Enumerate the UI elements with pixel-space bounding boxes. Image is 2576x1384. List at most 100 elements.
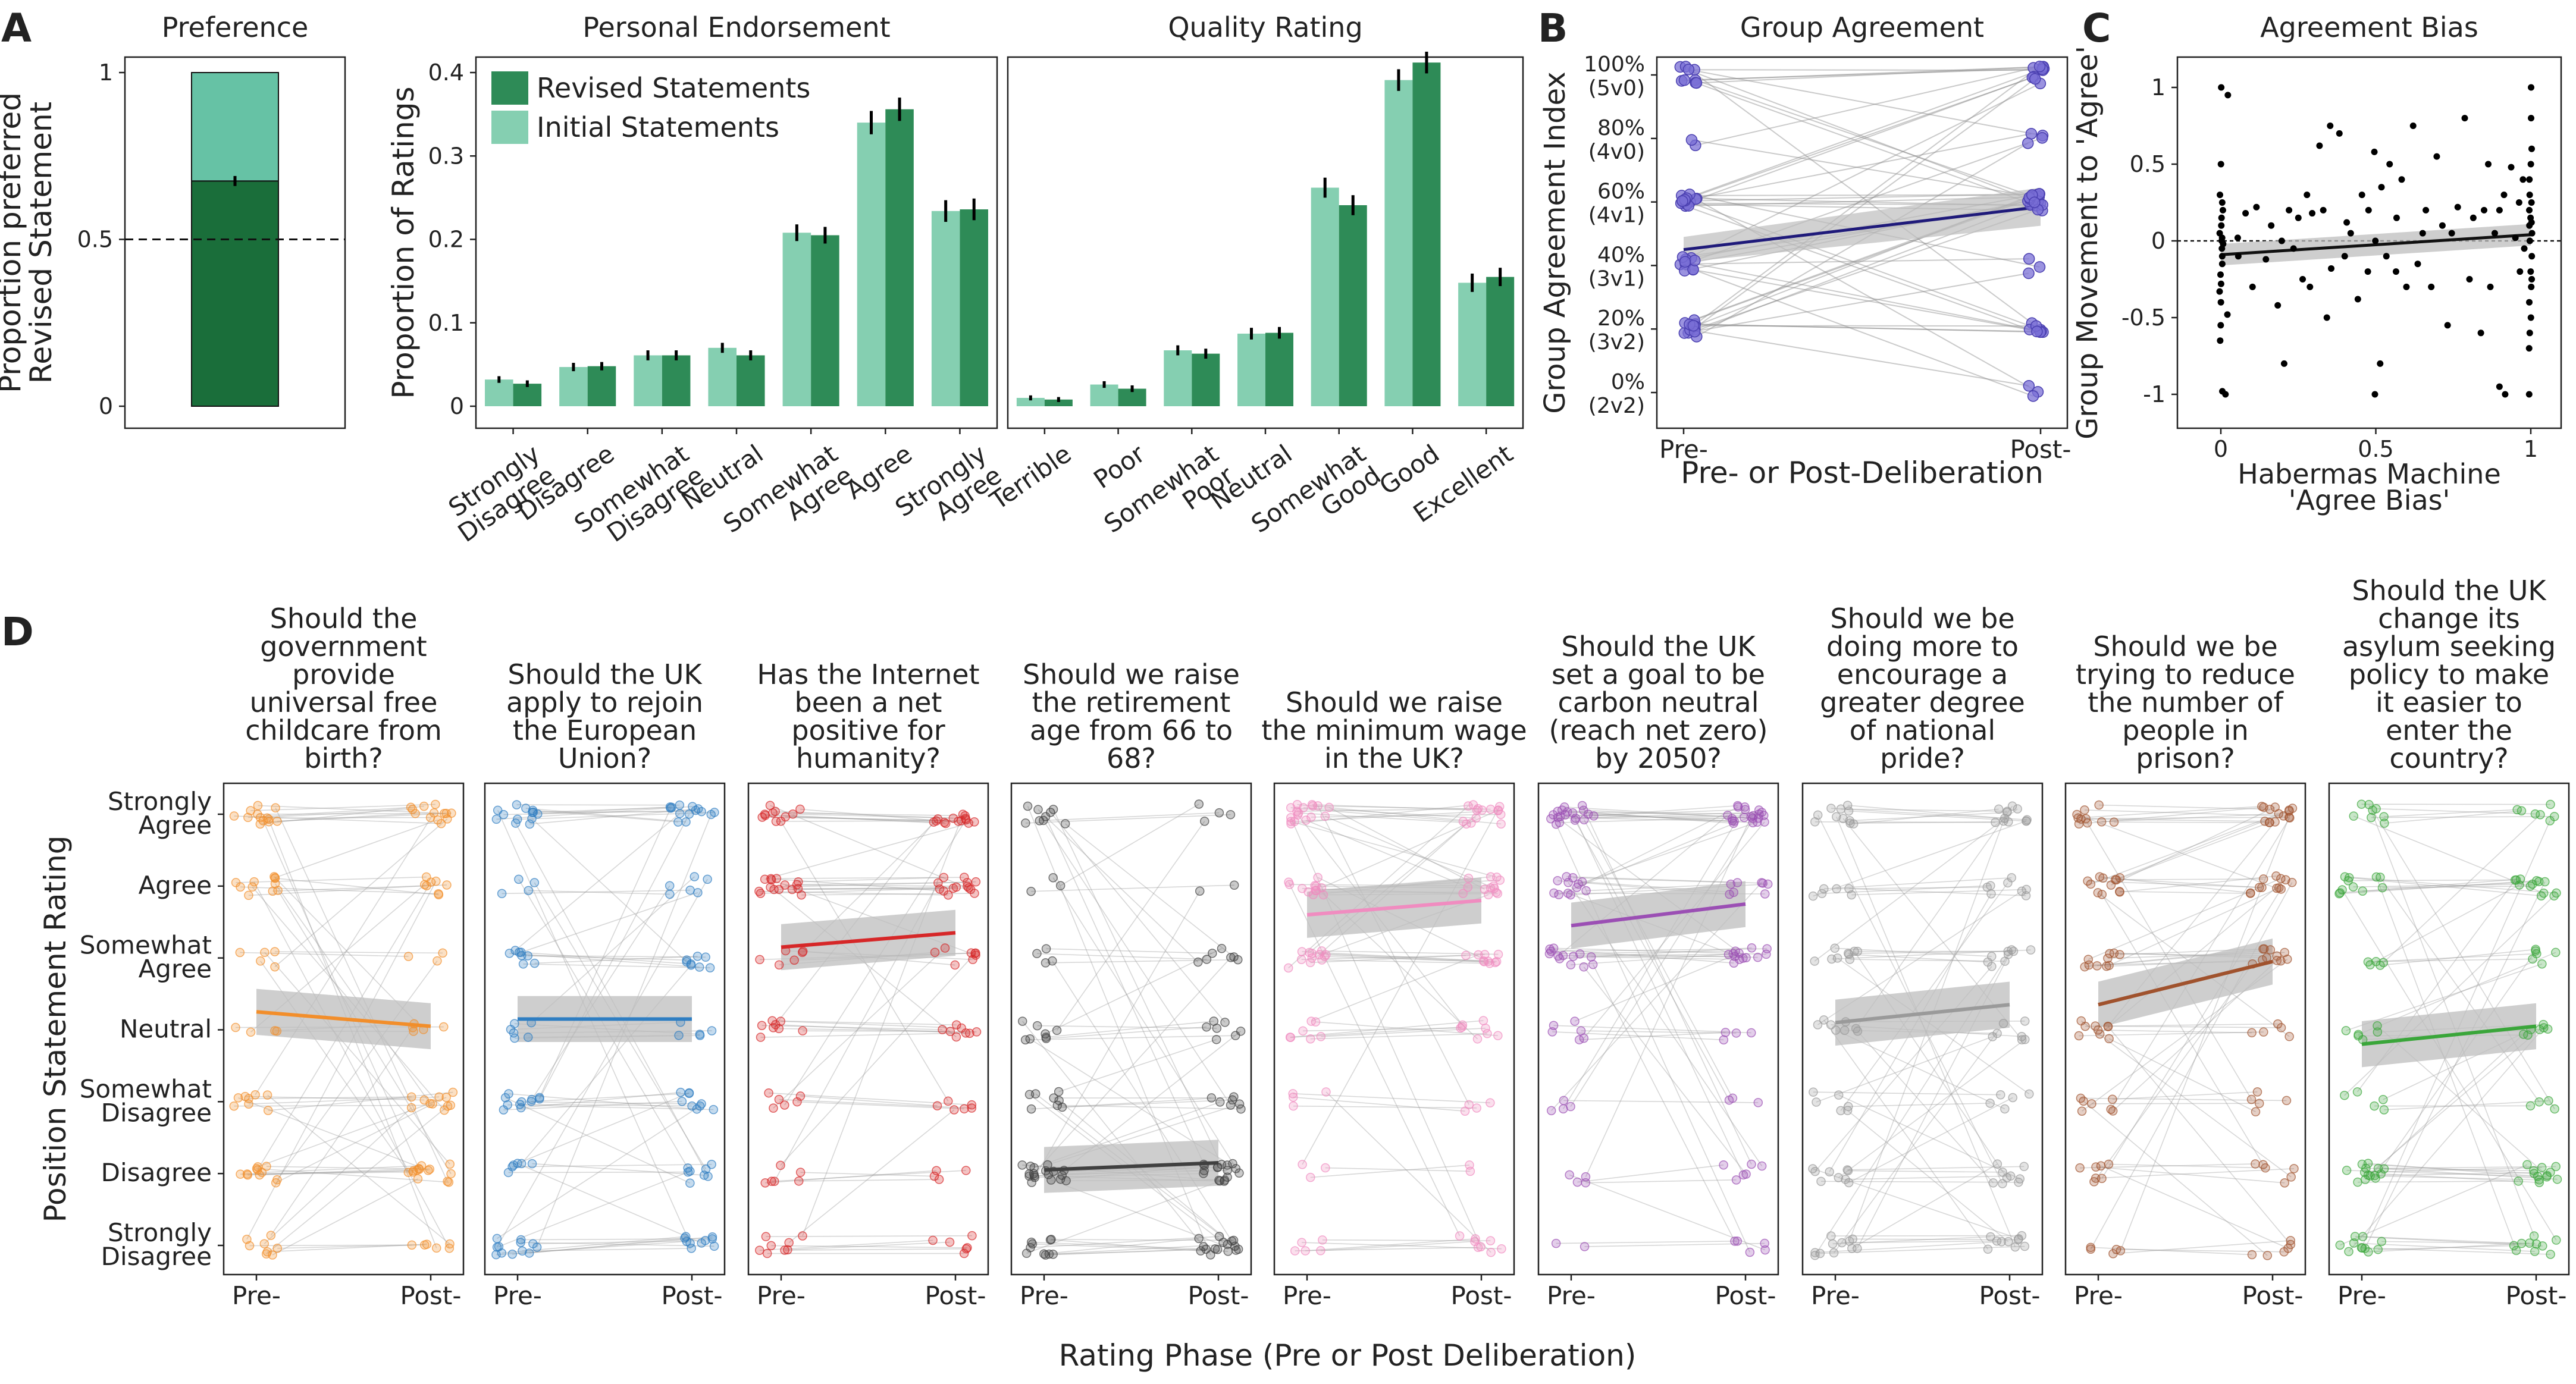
position-connector: [1316, 877, 1469, 892]
position-point-post: [1464, 801, 1473, 811]
agreement-bias-point: [2527, 161, 2534, 168]
position-point-pre: [492, 1234, 502, 1244]
position-point-pre: [2083, 955, 2094, 964]
position-connector: [1310, 954, 1485, 964]
position-connector: [1058, 1039, 1217, 1093]
position-connector: [2365, 1034, 2524, 1180]
position-point-pre: [533, 809, 543, 819]
group-agreement-x-axis-label: Pre- or Post-Deliberation: [1681, 456, 2044, 490]
position-point-pre: [260, 947, 269, 958]
position-point-pre: [1318, 890, 1328, 900]
position-point-post: [1753, 1098, 1763, 1107]
position-point-pre: [1321, 1087, 1331, 1097]
position-point-pre: [527, 1097, 536, 1106]
position-point-pre: [529, 878, 540, 887]
position-connector: [1062, 1099, 1233, 1108]
position-point-post: [2525, 1101, 2536, 1111]
position-point-post: [934, 1175, 944, 1184]
position-point-pre: [1848, 1234, 1857, 1244]
position-trend-line: [256, 1010, 431, 1028]
position-point-post: [1461, 950, 1471, 961]
position-point-pre: [1305, 958, 1315, 968]
position-connector: [801, 893, 974, 896]
position-connector: [2115, 878, 2264, 880]
position-point-pre: [1029, 1163, 1039, 1173]
position-connector: [248, 885, 427, 896]
position-point-post: [933, 878, 943, 888]
position-connector: [539, 814, 690, 1099]
position-connector: [517, 812, 714, 820]
position-panel-question: Has the Internet been a net positive for hu…: [757, 658, 979, 774]
position-connector: [1579, 1032, 1726, 1040]
position-point-pre: [262, 1090, 272, 1100]
agreement-bias-point: [2461, 115, 2468, 122]
group-agreement-y-tick-label: 20%: [1597, 306, 1645, 331]
position-connector: [797, 1101, 964, 1110]
position-point-pre: [243, 812, 253, 823]
position-x-tick-label: Pre-: [493, 1281, 542, 1310]
position-point-post: [972, 1027, 982, 1037]
position-point-pre: [798, 1231, 807, 1241]
position-connector: [1821, 1181, 2019, 1183]
agreement-bias-point: [2323, 314, 2330, 321]
position-point-post: [2546, 799, 2555, 809]
position-x-tick-label: Post-: [2505, 1281, 2566, 1310]
position-point-pre: [1853, 946, 1863, 956]
position-connector: [2101, 813, 2279, 823]
group-agreement-point-post: [2031, 325, 2043, 338]
position-point-post: [1486, 1098, 1495, 1107]
position-point-pre: [1297, 947, 1307, 956]
agreement-bias-point: [2508, 164, 2515, 171]
agreement-bias-point: [2454, 203, 2461, 211]
position-y-tick-label: Disagree: [101, 1158, 212, 1187]
position-connector: [1842, 1240, 1997, 1244]
agreement-bias-point: [2343, 219, 2351, 226]
position-connector: [2353, 883, 2533, 887]
position-connector: [1580, 953, 1758, 958]
position-point-post: [443, 814, 452, 824]
personal-endorsement-bar: [782, 233, 811, 406]
position-connector: [2355, 1236, 2543, 1247]
position-point-post: [1455, 1231, 1465, 1241]
position-point-post: [1760, 889, 1770, 899]
position-connector: [499, 1170, 691, 1247]
personal-endorsement-bar: [485, 379, 513, 406]
agreement-bias-y-axis-label: Group Movement to 'Agree': [2071, 46, 2104, 440]
position-point-pre: [255, 1170, 264, 1180]
position-connector: [1305, 820, 1468, 888]
personal-endorsement-legend-label-revised: Revised Statements: [537, 72, 810, 104]
position-x-tick-label: Post-: [1979, 1281, 2040, 1310]
position-point-post: [1214, 1175, 1224, 1185]
position-point-post: [1483, 1029, 1492, 1038]
position-point-post: [2020, 1016, 2030, 1026]
position-connector: [769, 1092, 972, 1106]
position-point-pre: [513, 1159, 522, 1168]
position-point-pre: [794, 1176, 804, 1186]
group-agreement-connector: [1690, 76, 2034, 203]
position-point-post: [705, 963, 715, 972]
position-x-tick-label: Pre-: [1811, 1281, 1860, 1310]
position-point-pre: [797, 890, 806, 900]
position-point-post: [1472, 1103, 1481, 1113]
position-connector: [2368, 1029, 2540, 1176]
group-agreement-y-tick-split: (3v1): [1588, 266, 1645, 291]
position-point-post: [960, 811, 970, 821]
agreement-bias-x-axis-label: Habermas Machine 'Agree Bias': [2237, 458, 2501, 516]
position-connector: [787, 1241, 950, 1251]
agreement-bias-title: Agreement Bias: [2260, 11, 2478, 43]
position-point-post: [960, 873, 969, 882]
position-connector: [2120, 875, 2277, 893]
position-point-pre: [515, 1100, 525, 1109]
position-x-tick-label: Pre-: [1020, 1281, 1068, 1310]
position-point-pre: [755, 955, 764, 965]
position-connector: [277, 961, 438, 1181]
position-point-post: [2247, 1028, 2257, 1038]
position-point-pre: [1829, 1248, 1839, 1258]
agreement-bias-point: [2327, 123, 2334, 129]
group-agreement-connector: [1684, 77, 2033, 200]
agreement-bias-point: [2218, 214, 2225, 221]
position-connector: [1577, 806, 1738, 888]
position-connector: [1037, 1025, 1217, 1029]
position-connector: [1056, 821, 1205, 1031]
